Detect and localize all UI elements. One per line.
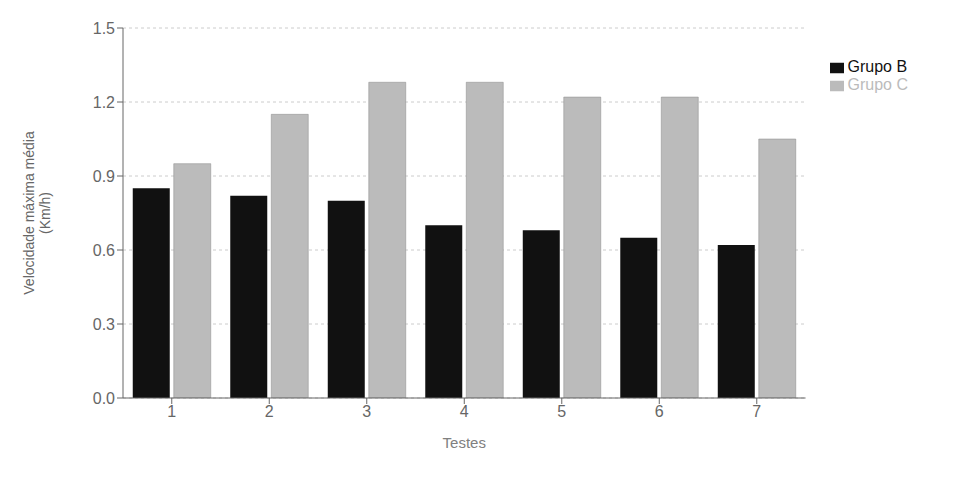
svg-text:0.6: 0.6 xyxy=(93,242,115,259)
svg-text:0.3: 0.3 xyxy=(93,316,115,333)
svg-text:6: 6 xyxy=(655,403,664,420)
svg-text:5: 5 xyxy=(557,403,566,420)
svg-text:0.9: 0.9 xyxy=(93,168,115,185)
html-text:Grupo B: Grupo B xyxy=(847,58,908,75)
svg-text:Velocidade máxima média(Km/h): Velocidade máxima média(Km/h) xyxy=(21,131,54,295)
svg-text:0.0: 0.0 xyxy=(93,390,115,407)
svg-text:1: 1 xyxy=(167,403,176,420)
svg-text:Testes: Testes xyxy=(443,434,486,451)
html-text:Grupo C: Grupo C xyxy=(847,76,908,93)
svg-text:3: 3 xyxy=(362,403,371,420)
svg-text:1.5: 1.5 xyxy=(93,20,115,37)
svg-text:4: 4 xyxy=(460,403,469,420)
svg-text:7: 7 xyxy=(752,403,761,420)
svg-text:1.2: 1.2 xyxy=(93,94,115,111)
svg-text:2: 2 xyxy=(265,403,274,420)
